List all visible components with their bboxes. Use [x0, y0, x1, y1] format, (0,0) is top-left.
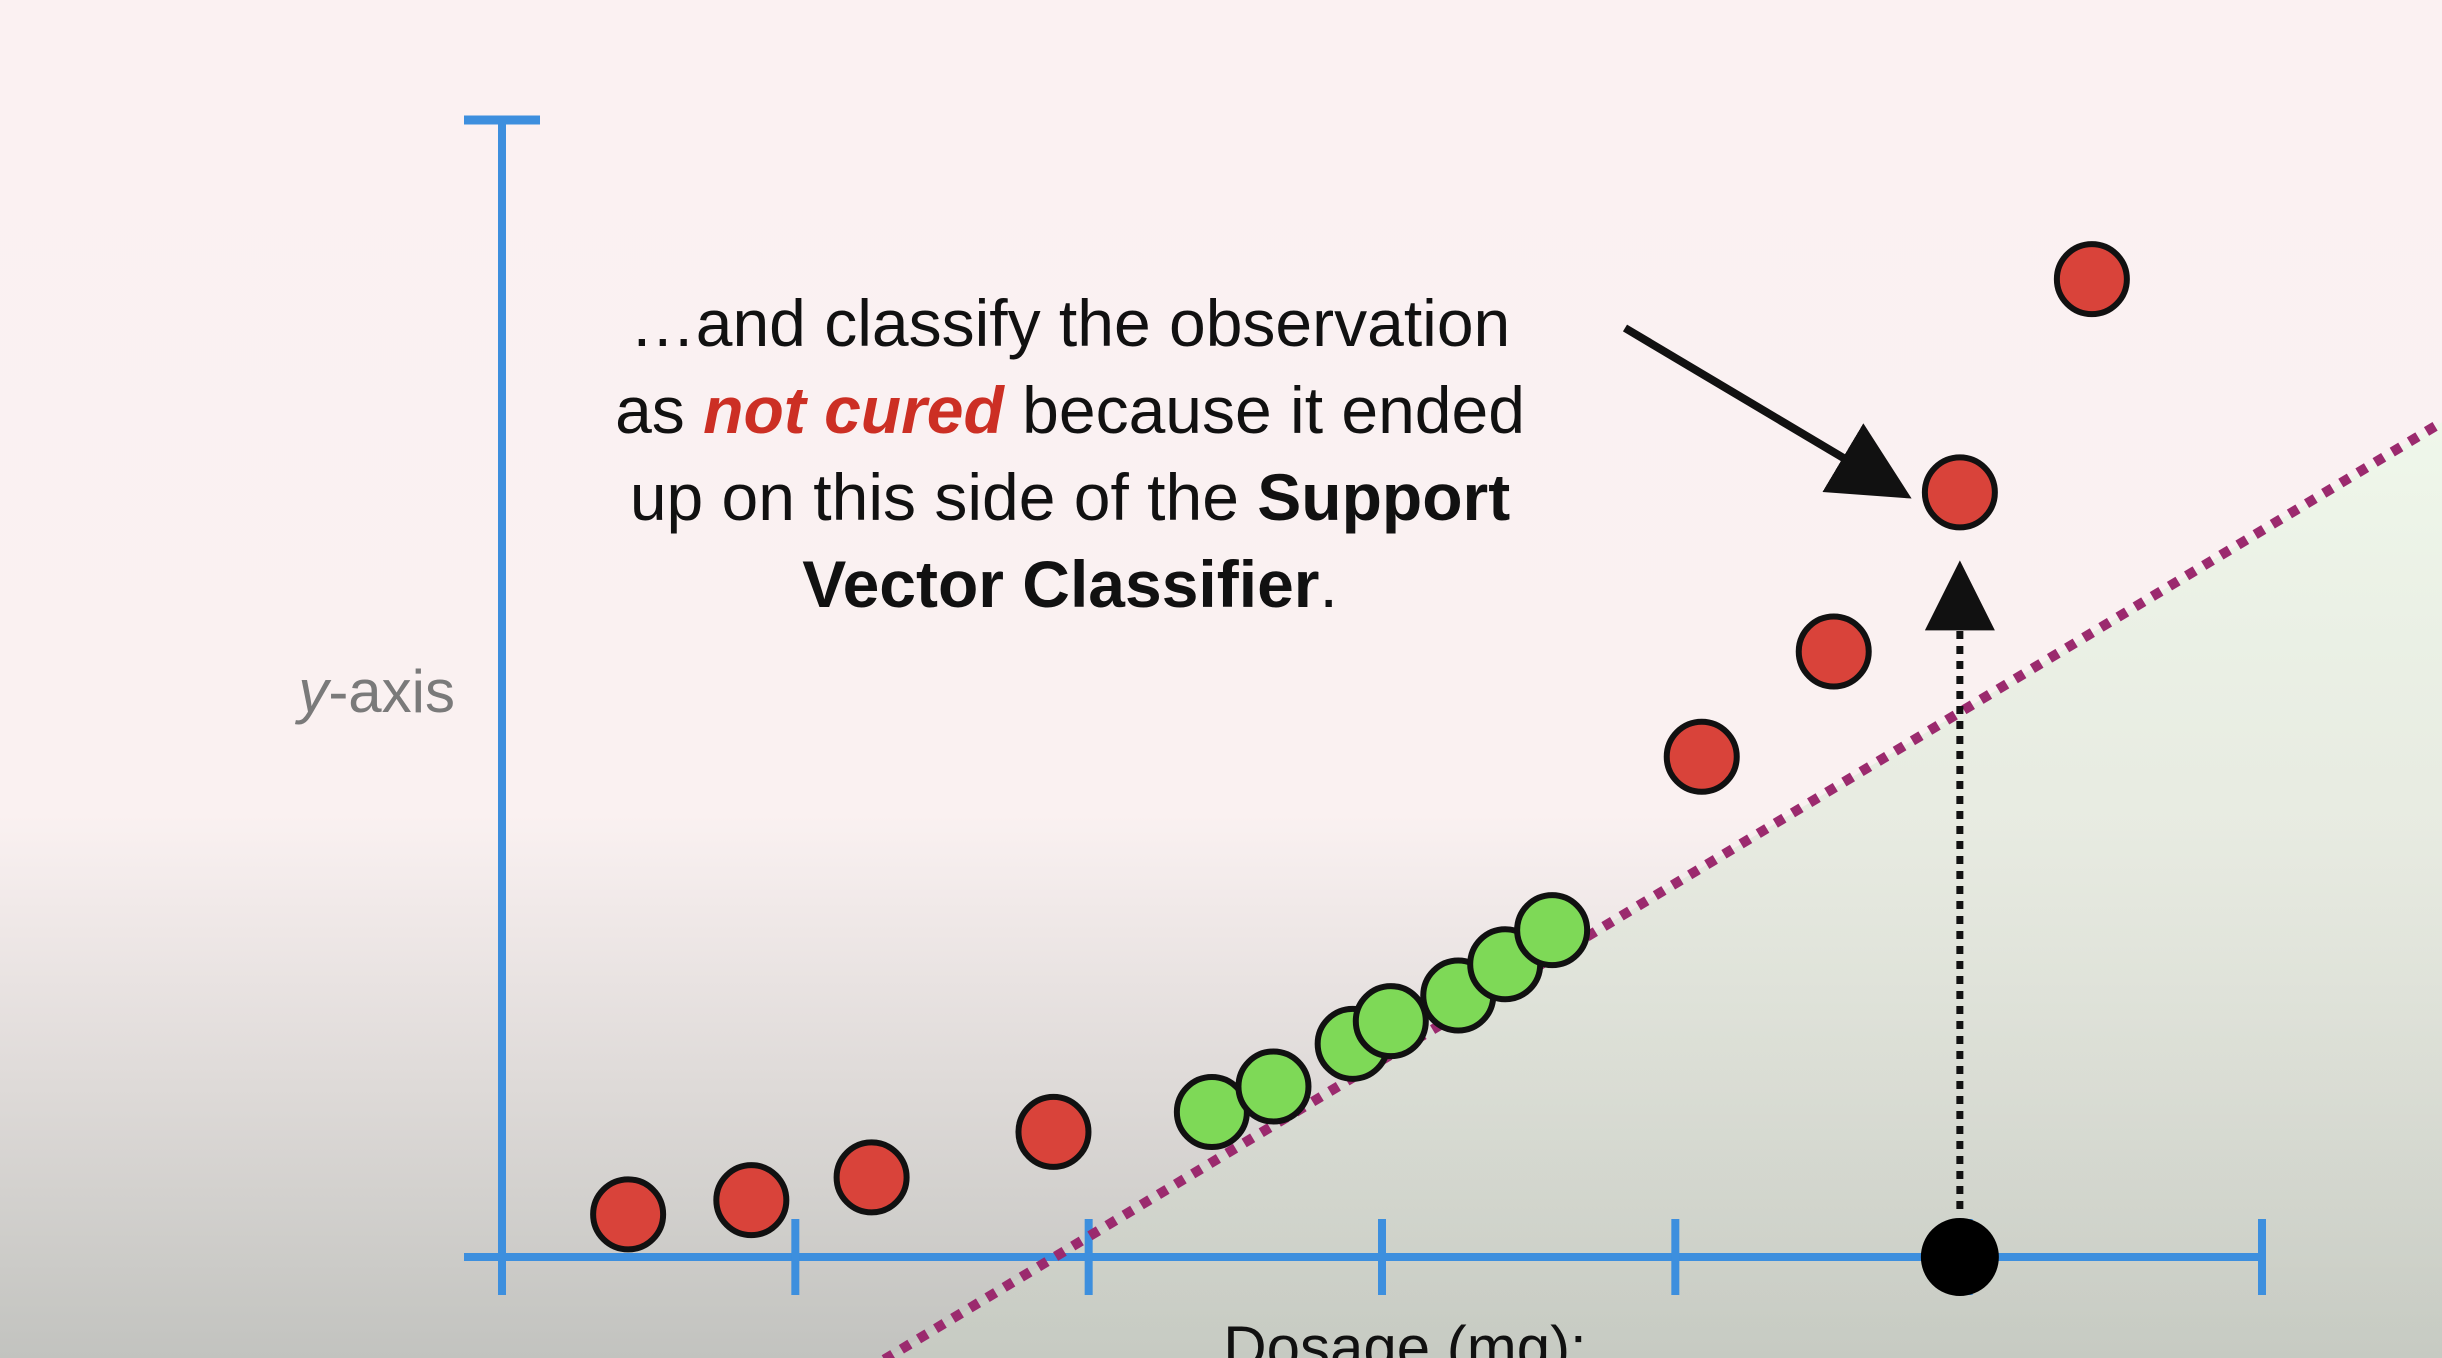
data-points [590, 241, 2130, 1296]
cured-region [700, 422, 2442, 1358]
new-observation-point [1920, 1218, 1999, 1296]
caption-line-4: Vector Classifier. [520, 541, 1620, 628]
support-vector-classifier-line [877, 417, 2442, 1358]
caption-line-3-pre: up on this side of the [629, 460, 1258, 534]
cured-point [1514, 892, 1591, 969]
y-axis-label-italic: y [294, 658, 332, 725]
y-axis-label: y-axis [294, 658, 455, 725]
x-axis-label: Dosage (mg): [1223, 1314, 1586, 1358]
cured-point [1235, 1048, 1312, 1125]
caption-line-2-post: because it ended [1003, 373, 1525, 447]
not-cured-point [590, 1176, 667, 1253]
caption-line-1: …and classify the observation [629, 286, 1511, 360]
caption-line-2: as not cured because it ended [520, 367, 1620, 454]
caption-support: Support [1257, 460, 1511, 534]
y-axis-label-rest: -axis [328, 658, 455, 725]
not-cured-point [1663, 718, 1740, 795]
caption-line-2-pre: as [615, 373, 704, 447]
not-cured-point [1921, 454, 1998, 531]
caption-vector-classifier: Vector Classifier [802, 547, 1320, 621]
not-cured-point [1795, 613, 1872, 690]
caption-line-4-post: . [1319, 547, 1338, 621]
not-cured-point [833, 1139, 910, 1216]
not-cured-point [713, 1162, 790, 1239]
caption-not-cured: not cured [703, 373, 1004, 447]
caption-text: …and classify the observation as not cur… [520, 280, 1620, 628]
cured-point [1352, 983, 1429, 1060]
not-cured-point [1015, 1093, 1092, 1170]
caption-line-3: up on this side of the Support [520, 454, 1620, 541]
not-cured-point [2053, 241, 2130, 318]
caption-arrow [1622, 324, 1912, 499]
